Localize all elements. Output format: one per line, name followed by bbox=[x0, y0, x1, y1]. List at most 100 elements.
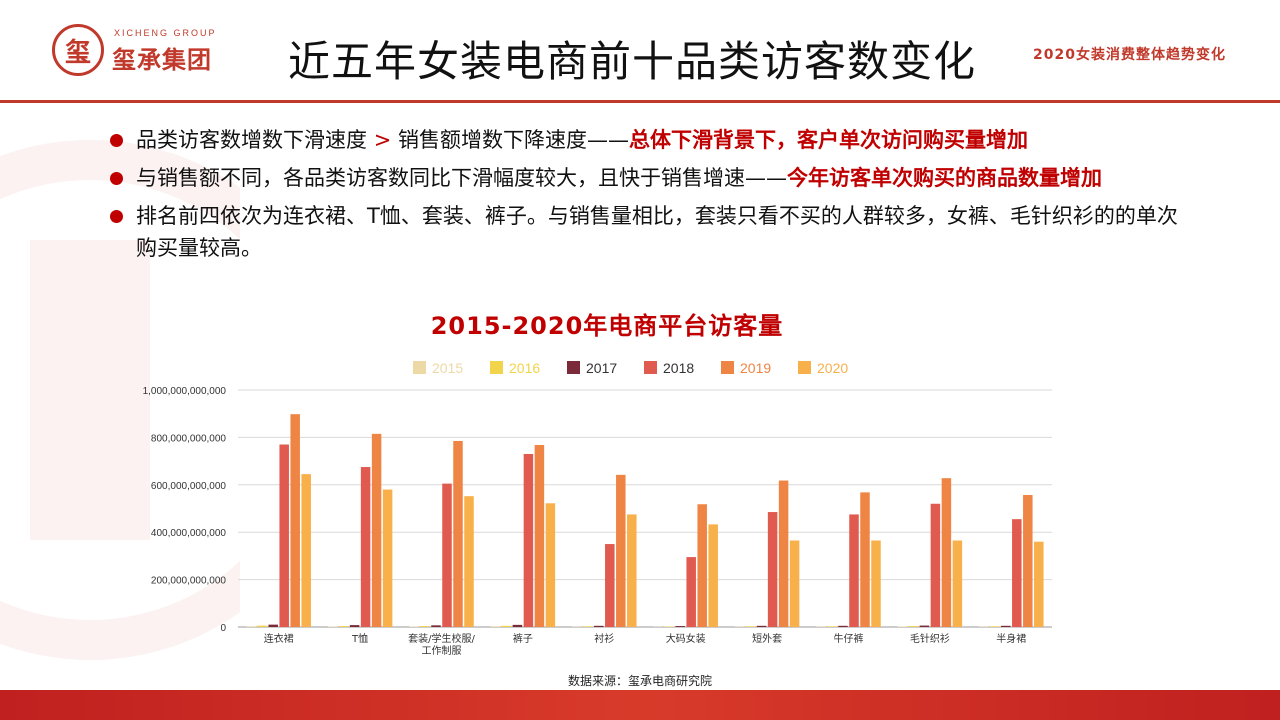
bar-2017-8 bbox=[919, 625, 930, 627]
bar-2015-0 bbox=[246, 626, 256, 627]
bar-2017-5 bbox=[675, 626, 685, 627]
data-source-note: 数据来源：玺承电商研究院 bbox=[567, 674, 712, 688]
y-tick-label: 800,000,000,000 bbox=[151, 433, 227, 444]
bar-2017-0 bbox=[268, 624, 278, 627]
legend-swatch-2019 bbox=[721, 361, 734, 374]
x-tick-label: 连衣裙 bbox=[264, 632, 294, 645]
bar-2020-3 bbox=[545, 503, 556, 627]
bar-2018-8 bbox=[930, 503, 941, 627]
bar-2020-1 bbox=[382, 489, 393, 627]
bar-2020-6 bbox=[789, 540, 800, 627]
logo-text-cn: 玺承集团 bbox=[112, 46, 212, 74]
bar-2018-5 bbox=[686, 557, 696, 627]
x-tick-label: 衬衫 bbox=[594, 632, 614, 645]
bullet-emphasis: 今年访客单次购买的商品数量增加 bbox=[787, 166, 1102, 190]
legend-swatch-2017 bbox=[567, 361, 580, 374]
bar-2018-2 bbox=[442, 483, 452, 627]
bar-chart: 2015 2016 2017 2018 2019 2020 0 200,000,000,000… bbox=[143, 360, 1052, 657]
bar-2016-3 bbox=[501, 625, 512, 627]
bullet-text: 排名前四依次为连衣裙、T恤、套装、裤子。与销售量相比，套装只看不买的人群较多，女… bbox=[136, 204, 1178, 260]
bar-2019-8 bbox=[941, 478, 952, 627]
bullet-dot-icon bbox=[110, 210, 123, 223]
page-title: 近五年女装电商前十品类访客数变化 bbox=[288, 37, 977, 86]
legend-label-2018: 2018 bbox=[663, 360, 694, 376]
bar-2018-9 bbox=[1012, 519, 1022, 627]
x-tick-label: 牛仔裤 bbox=[834, 632, 864, 645]
x-tick-label: 工作制服 bbox=[422, 644, 462, 657]
x-tick-label: 套装/学生校服/ bbox=[408, 632, 475, 645]
bar-2020-2 bbox=[464, 496, 474, 627]
bar-2020-9 bbox=[1034, 541, 1044, 627]
bar-2017-6 bbox=[756, 625, 767, 627]
bar-2019-3 bbox=[534, 444, 545, 627]
bar-2016-0 bbox=[257, 625, 267, 627]
logo-text-en: XICHENG GROUP bbox=[114, 28, 217, 38]
bar-2019-6 bbox=[778, 480, 789, 627]
bar-2016-7 bbox=[827, 626, 837, 627]
bullet-item-3: 排名前四依次为连衣裙、T恤、套装、裤子。与销售量相比，套装只看不买的人群较多，女… bbox=[110, 200, 1190, 264]
bar-2016-1 bbox=[338, 626, 349, 627]
legend-label-2019: 2019 bbox=[740, 360, 771, 376]
y-tick-label: 0 bbox=[220, 623, 226, 634]
bullet-gt-symbol: > bbox=[373, 128, 392, 152]
bar-2017-4 bbox=[594, 625, 604, 627]
bullet-dot-icon bbox=[110, 172, 123, 185]
legend-swatch-2015 bbox=[413, 361, 426, 374]
bullet-dot-icon bbox=[110, 134, 123, 147]
x-tick-label: 毛针织衫 bbox=[910, 632, 950, 645]
bar-2019-4 bbox=[616, 474, 626, 627]
logo-seal-icon: 玺 bbox=[52, 24, 104, 76]
chart-title: 2015-2020年电商平台访客量 bbox=[430, 312, 784, 340]
bullet-text: 销售额增数下降速度—— bbox=[397, 128, 629, 152]
x-tick-label: T恤 bbox=[351, 632, 368, 645]
bar-2017-3 bbox=[512, 624, 523, 627]
bar-2020-7 bbox=[871, 540, 881, 627]
bar-2016-4 bbox=[583, 626, 593, 627]
bar-2018-4 bbox=[605, 544, 615, 627]
bar-2017-1 bbox=[349, 625, 360, 627]
bar-2016-2 bbox=[420, 626, 430, 627]
bullet-emphasis: 总体下滑背景下，客户单次访问购买量增加 bbox=[628, 128, 1028, 152]
header-divider bbox=[0, 100, 1280, 103]
bar-2018-1 bbox=[360, 467, 371, 627]
bar-2019-9 bbox=[1023, 494, 1033, 627]
header-subtitle: 2020女装消费整体趋势变化 bbox=[1033, 47, 1226, 63]
bar-2016-8 bbox=[908, 626, 919, 627]
bar-2019-7 bbox=[860, 492, 870, 627]
header: 玺 XICHENG GROUP 玺承集团 近五年女装电商前十品类访客数变化 20… bbox=[0, 0, 1280, 100]
bar-2018-6 bbox=[767, 512, 778, 627]
x-tick-label: 裤子 bbox=[513, 632, 533, 645]
bullet-text: 品类访客数增数下滑速度 bbox=[136, 128, 367, 152]
bar-2017-2 bbox=[431, 625, 441, 627]
legend-label-2017: 2017 bbox=[586, 360, 617, 376]
legend-label-2016: 2016 bbox=[509, 360, 540, 376]
x-tick-label: 短外套 bbox=[752, 632, 782, 645]
bar-2020-5 bbox=[708, 524, 718, 627]
bar-2020-8 bbox=[952, 540, 963, 627]
company-logo: 玺 XICHENG GROUP 玺承集团 bbox=[52, 24, 222, 84]
bar-2016-6 bbox=[745, 626, 756, 627]
legend-swatch-2018 bbox=[644, 361, 657, 374]
x-tick-label: 大码女装 bbox=[666, 632, 706, 645]
bar-2019-5 bbox=[697, 504, 707, 627]
bar-2019-2 bbox=[453, 440, 463, 627]
legend-label-2015: 2015 bbox=[432, 360, 463, 376]
y-tick-label: 200,000,000,000 bbox=[151, 576, 227, 587]
bar-2017-7 bbox=[838, 625, 848, 627]
bar-2018-0 bbox=[279, 444, 289, 627]
y-tick-label: 1,000,000,000,000 bbox=[143, 386, 227, 397]
bullet-text: 与销售额不同，各品类访客数同比下滑幅度较大，且快于销售增速—— bbox=[136, 166, 787, 190]
legend-swatch-2016 bbox=[490, 361, 503, 374]
bar-2017-9 bbox=[1001, 625, 1011, 627]
bullet-item-1: 品类访客数增数下滑速度 > 销售额增数下降速度——总体下滑背景下，客户单次访问购… bbox=[110, 124, 1190, 156]
legend-swatch-2020 bbox=[798, 361, 811, 374]
bar-2020-4 bbox=[627, 514, 637, 627]
bullet-item-2: 与销售额不同，各品类访客数同比下滑幅度较大，且快于销售增速——今年访客单次购买的… bbox=[110, 162, 1190, 194]
legend-label-2020: 2020 bbox=[817, 360, 848, 376]
bar-2019-0 bbox=[290, 414, 300, 627]
bar-2018-3 bbox=[523, 453, 534, 627]
bar-2018-7 bbox=[849, 514, 859, 627]
bar-2015-3 bbox=[490, 626, 501, 627]
bar-2019-1 bbox=[371, 433, 382, 627]
y-tick-label: 600,000,000,000 bbox=[151, 481, 227, 492]
